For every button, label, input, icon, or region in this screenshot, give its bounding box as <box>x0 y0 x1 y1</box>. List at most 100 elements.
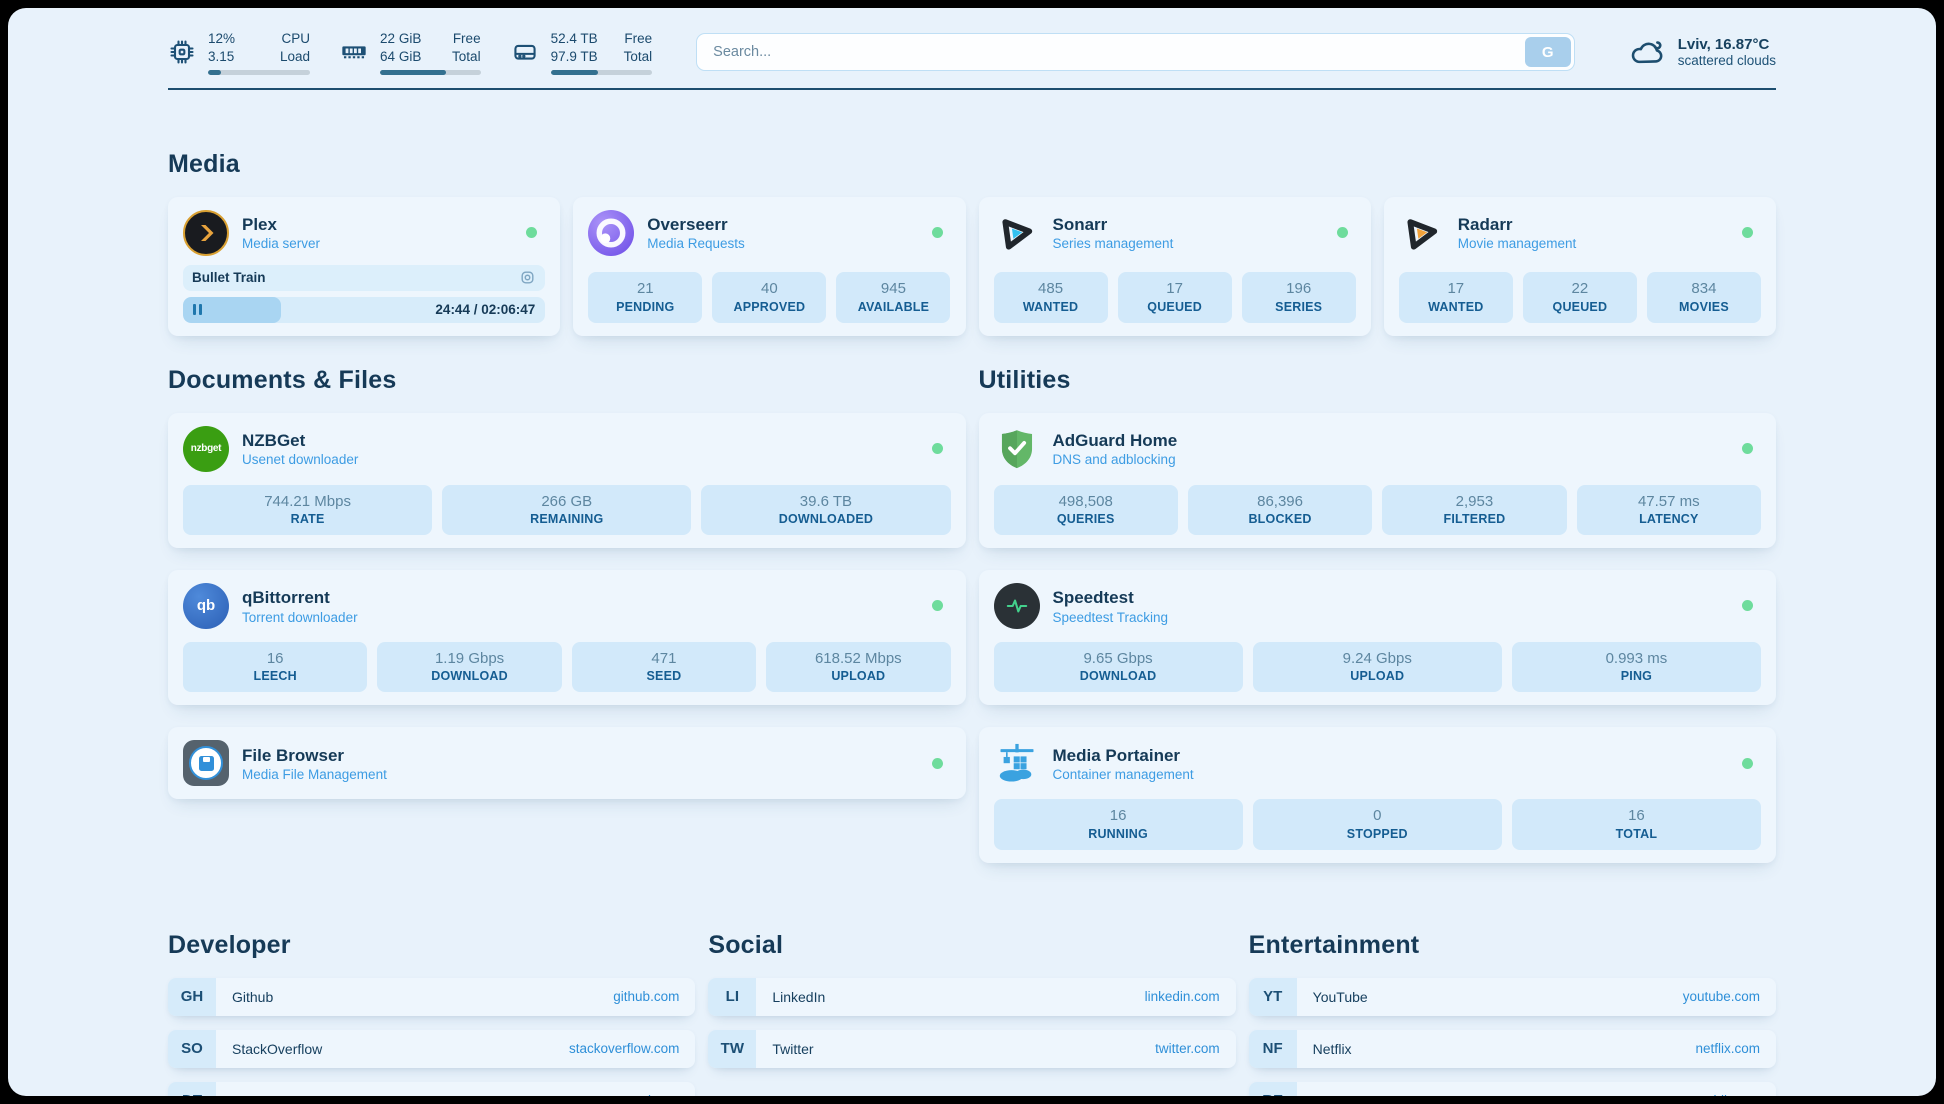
bookmark-group-social: Social LI LinkedIn linkedin.com TW Twitt… <box>708 931 1236 1096</box>
stat-value: 86,396 <box>1257 492 1303 510</box>
service-link-speedtest[interactable]: Speedtest Speedtest Tracking <box>993 582 1762 629</box>
stat-value: 834 <box>1691 280 1717 298</box>
search-provider-button[interactable]: G <box>1524 37 1571 68</box>
stat-stopped: 0 STOPPED <box>1252 799 1502 850</box>
status-dot <box>1742 600 1753 612</box>
bookmark-youtube[interactable]: YT YouTube youtube.com <box>1248 977 1776 1016</box>
service-card-nzbget: nzbget NZBGet Usenet downloader 744.21 M… <box>168 412 966 548</box>
service-link-filebrowser[interactable]: File Browser Media File Management <box>183 740 951 787</box>
service-link-nzbget[interactable]: nzbget NZBGet Usenet downloader <box>183 425 951 472</box>
stats-row: 498,508 QUERIES 86,396 BLOCKED 2,953 FIL… <box>993 472 1761 535</box>
nzbget-icon-text: nzbget <box>190 443 222 455</box>
stat-label: RATE <box>290 512 325 527</box>
service-link-plex[interactable]: Plex Media server <box>183 209 545 256</box>
cpu-label-2: Load <box>280 48 311 64</box>
stat-download: 9.65 Gbps DOWNLOAD <box>993 641 1243 693</box>
bookmark-name: Github <box>232 988 274 1005</box>
stats-row: 485 WANTED 17 QUEUED 196 SERIES <box>993 259 1356 323</box>
stat-value: 17 <box>1166 280 1183 298</box>
sonarr-icon <box>994 210 1040 256</box>
service-subtitle: DNS and adblocking <box>1052 452 1176 468</box>
stat-rate: 744.21 Mbps RATE <box>183 484 433 535</box>
service-card-overseerr: Overseerr Media Requests 21 PENDING 40 A… <box>573 196 966 336</box>
status-dot <box>526 227 538 239</box>
bookmark-abbr: NF <box>1248 1029 1297 1068</box>
stat-label: WANTED <box>1428 299 1484 314</box>
stat-value: 744.21 Mbps <box>264 492 351 510</box>
pause-icon[interactable] <box>193 304 202 316</box>
search-input[interactable] <box>697 34 1522 71</box>
stat-approved: 40 APPROVED <box>712 272 827 323</box>
memory-label-2: Total <box>452 48 481 64</box>
bookmark-netflix[interactable]: NF Netflix netflix.com <box>1248 1029 1776 1068</box>
service-link-sonarr[interactable]: Sonarr Series management <box>994 210 1356 256</box>
service-card-filebrowser: File Browser Media File Management <box>168 727 966 800</box>
bookmark-linkedin[interactable]: LI LinkedIn linkedin.com <box>708 977 1236 1016</box>
status-dot <box>931 757 943 769</box>
service-link-portainer[interactable]: Media Portainer Container management <box>994 740 1762 786</box>
bookmark-reddit[interactable]: RE Reddit reddit.com <box>1248 1081 1776 1096</box>
bookmark-url: netflix.com <box>1695 1041 1760 1057</box>
player-settings-icon[interactable] <box>519 269 536 286</box>
service-link-overseerr[interactable]: Overseerr Media Requests <box>588 209 950 256</box>
weather-condition: scattered clouds <box>1677 53 1776 69</box>
resource-widgets: 12% 3.15 CPU Load <box>168 30 653 75</box>
disk-progress-bar <box>550 70 653 75</box>
bookmark-url: reddit.com <box>1697 1093 1760 1096</box>
stat-label: LEECH <box>253 669 297 684</box>
service-link-qbittorrent[interactable]: qb qBittorrent Torrent downloader <box>183 582 951 629</box>
status-dot <box>931 443 943 455</box>
bookmark-abbr: GH <box>168 977 216 1016</box>
bookmark-abbr: DT <box>168 1081 216 1096</box>
stat-value: 21 <box>636 280 654 298</box>
memory-progress-bar <box>380 70 481 75</box>
service-title: Radarr <box>1457 214 1513 234</box>
stat-value: 17 <box>1447 280 1465 298</box>
stat-label: WANTED <box>1022 299 1079 314</box>
cpu-load-value: 3.15 <box>208 48 235 64</box>
bookmark-abbr: SO <box>168 1029 216 1068</box>
stats-row: 744.21 Mbps RATE 266 GB REMAINING 39.6 T… <box>183 472 951 535</box>
nzbget-icon: nzbget <box>183 425 229 472</box>
top-bar: 12% 3.15 CPU Load <box>168 30 1776 75</box>
service-title: File Browser <box>242 745 345 765</box>
stat-wanted: 17 WANTED <box>1398 272 1513 323</box>
service-card-qbittorrent: qb qBittorrent Torrent downloader 16 <box>168 569 966 706</box>
stat-label: DOWNLOAD <box>1079 669 1157 684</box>
status-dot <box>1742 757 1753 769</box>
stat-label: SEED <box>646 669 682 684</box>
stat-value: 0 <box>1373 807 1382 825</box>
overseerr-icon <box>588 209 635 256</box>
bookmark-twitter[interactable]: TW Twitter twitter.com <box>708 1029 1236 1068</box>
bookmark-url: youtube.com <box>1682 989 1760 1005</box>
stat-label: FILTERED <box>1443 512 1506 527</box>
service-link-adguard[interactable]: AdGuard Home DNS and adblocking <box>994 426 1762 472</box>
stat-label: TOTAL <box>1615 826 1658 841</box>
stat-leech: 16 LEECH <box>183 641 368 693</box>
service-link-radarr[interactable]: Radarr Movie management <box>1399 210 1761 256</box>
bookmark-name: StackOverflow <box>232 1040 323 1057</box>
service-subtitle: Media Requests <box>647 236 745 252</box>
bookmark-stackoverflow[interactable]: SO StackOverflow stackoverflow.com <box>168 1029 696 1068</box>
bookmark-abbr: YT <box>1248 977 1297 1016</box>
bookmark-abbr: TW <box>708 1029 757 1068</box>
section-heading-developer: Developer <box>168 930 291 959</box>
cloud-icon <box>1629 34 1665 70</box>
service-subtitle: Container management <box>1052 766 1194 782</box>
plex-now-playing: Bullet Train 24:44 / 02:06:47 <box>183 264 546 323</box>
service-card-sonarr: Sonarr Series management 485 WANTED 17 Q… <box>978 196 1371 336</box>
stat-series: 196 SERIES <box>1241 272 1356 323</box>
status-dot <box>931 600 943 612</box>
service-title: Media Portainer <box>1052 745 1181 765</box>
bookmark-github[interactable]: GH Github github.com <box>168 977 696 1016</box>
bookmark-name: Reddit <box>1313 1093 1353 1096</box>
service-card-portainer: Media Portainer Container management 16 … <box>978 727 1776 863</box>
header-divider <box>168 87 1776 90</box>
service-subtitle: Media server <box>242 236 321 252</box>
playback-time: 24:44 / 02:06:47 <box>435 302 536 318</box>
service-title: AdGuard Home <box>1052 430 1178 450</box>
bookmark-dev[interactable]: DT DEV dev.to <box>168 1081 696 1096</box>
stat-value: 9.24 Gbps <box>1342 649 1412 667</box>
stat-latency: 47.57 ms LATENCY <box>1576 484 1761 535</box>
stat-available: 945 AVAILABLE <box>836 272 951 323</box>
